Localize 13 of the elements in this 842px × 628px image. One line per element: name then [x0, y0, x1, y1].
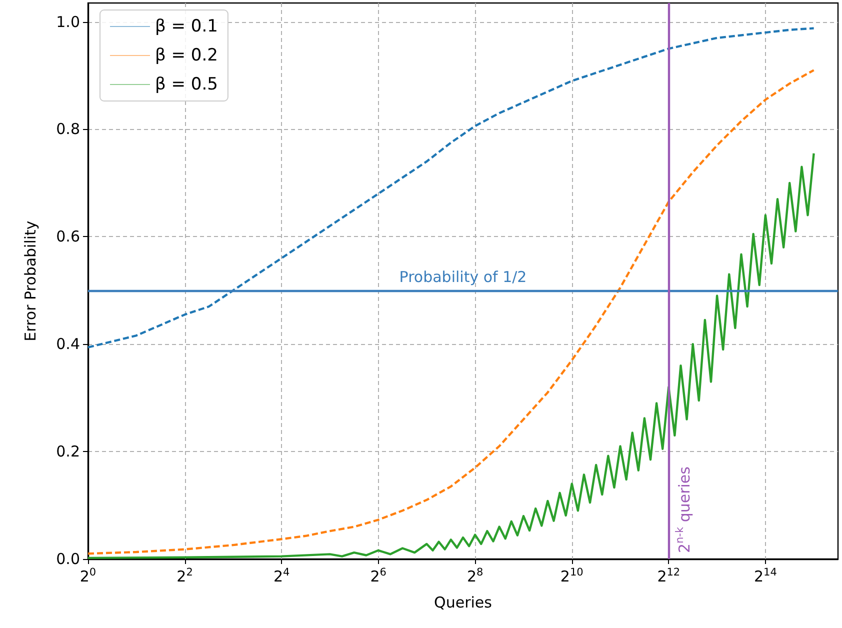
x-axis-title: Queries — [434, 594, 492, 612]
y-tick-label: 0.2 — [56, 442, 80, 461]
ref-line-label: 2n-k queries — [674, 466, 694, 553]
y-tick-label: 0.0 — [56, 550, 80, 568]
legend-label: β = 0.2 — [155, 46, 218, 66]
y-tick-label: 0.6 — [56, 228, 80, 246]
y-axis-title: Error Probability — [22, 220, 40, 342]
y-tick-label: 1.0 — [56, 12, 80, 31]
y-tick-label: 0.8 — [56, 120, 80, 138]
y-tick-label: 0.4 — [56, 335, 80, 354]
legend-label: β = 0.1 — [155, 16, 218, 36]
ref-line-label: Probability of 1/2 — [399, 268, 527, 286]
legend-label: β = 0.5 — [155, 74, 218, 94]
